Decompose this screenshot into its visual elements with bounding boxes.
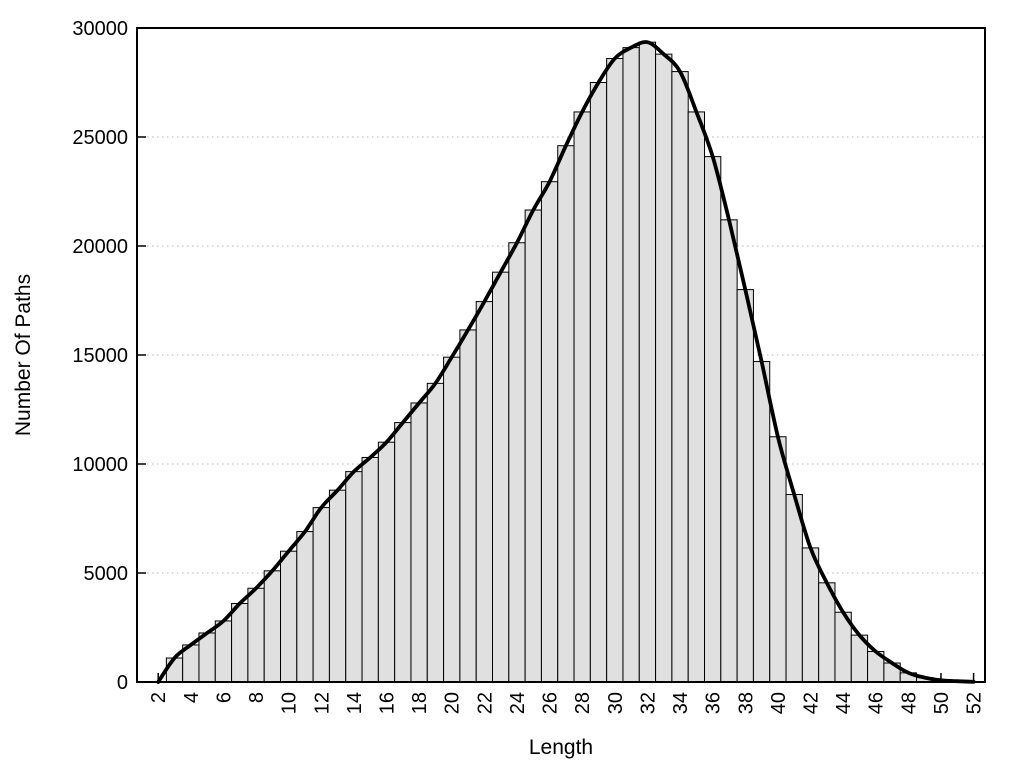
bar [606, 58, 624, 683]
y-tick-label: 30000 [72, 18, 128, 40]
y-tick-label: 0 [117, 672, 128, 694]
bar [655, 53, 673, 683]
x-tick-label: 20 [442, 692, 464, 714]
bar [475, 301, 494, 683]
bar [589, 82, 608, 683]
bar [687, 111, 706, 683]
x-tick-label: 4 [181, 692, 203, 703]
x-tick-label: 34 [670, 692, 692, 714]
y-tick-label: 15000 [72, 345, 128, 367]
smooth-curve [156, 40, 976, 684]
bar [785, 494, 803, 683]
bar [312, 507, 330, 683]
x-tick-label: 12 [311, 692, 333, 714]
x-tick-label: 48 [898, 692, 920, 714]
bar [459, 329, 477, 683]
x-tick-label: 40 [768, 692, 790, 714]
x-tick-label: 38 [735, 692, 757, 714]
smooth-curve-group [156, 40, 976, 684]
bar [214, 620, 233, 683]
bar [557, 145, 575, 683]
bar [622, 47, 640, 683]
x-tick-label: 46 [866, 692, 888, 714]
y-axis-title: Number Of Paths [12, 273, 35, 437]
bar [198, 632, 216, 683]
bar [704, 156, 722, 683]
bar [492, 271, 510, 683]
bar [671, 71, 689, 683]
plot-border [136, 27, 986, 683]
bar [573, 111, 591, 683]
bar [280, 550, 298, 683]
bar [540, 181, 559, 683]
bar [361, 456, 379, 683]
bar [410, 402, 428, 683]
bar [328, 489, 347, 683]
x-tick-label: 50 [931, 692, 953, 714]
bar [165, 657, 184, 683]
y-tick-label: 10000 [72, 454, 128, 476]
bar [426, 382, 445, 683]
bar [443, 356, 461, 683]
bar [231, 603, 249, 683]
bars-group [165, 41, 983, 683]
bar [818, 582, 836, 683]
x-tick-label: 26 [540, 692, 562, 714]
bar [801, 547, 820, 683]
bar [296, 531, 314, 683]
bar [394, 422, 412, 683]
y-tick-label: 5000 [84, 563, 129, 585]
x-axis-title: Length [528, 736, 594, 759]
x-tick-label: 24 [507, 692, 529, 714]
x-tick-label: 42 [801, 692, 823, 714]
x-tick-label: 44 [833, 692, 855, 714]
x-tick-label: 22 [474, 692, 496, 714]
bar [752, 361, 771, 683]
x-tick-label: 16 [377, 692, 399, 714]
x-tick-label: 32 [637, 692, 659, 714]
bar [736, 289, 754, 683]
bar [345, 471, 363, 683]
x-tick-label: 36 [703, 692, 725, 714]
x-tick-label: 14 [344, 692, 366, 714]
y-tick-label: 20000 [72, 236, 128, 258]
bar [524, 209, 542, 683]
x-tick-label: 6 [213, 692, 235, 703]
bar [247, 587, 265, 683]
bar [377, 441, 396, 683]
x-tick-label: 28 [572, 692, 594, 714]
bar [263, 570, 282, 683]
x-tick-label: 30 [605, 692, 627, 714]
bar [720, 219, 738, 683]
x-tick-label: 52 [964, 692, 986, 714]
x-tick-label: 8 [246, 692, 268, 703]
plot-border-group [136, 27, 986, 683]
x-tick-label: 2 [148, 692, 170, 703]
x-tick-label: 10 [279, 692, 301, 714]
bar [769, 436, 787, 683]
bar [508, 242, 526, 683]
bar [638, 41, 657, 683]
x-tick-label: 18 [409, 692, 431, 714]
y-tick-label: 25000 [72, 127, 128, 149]
